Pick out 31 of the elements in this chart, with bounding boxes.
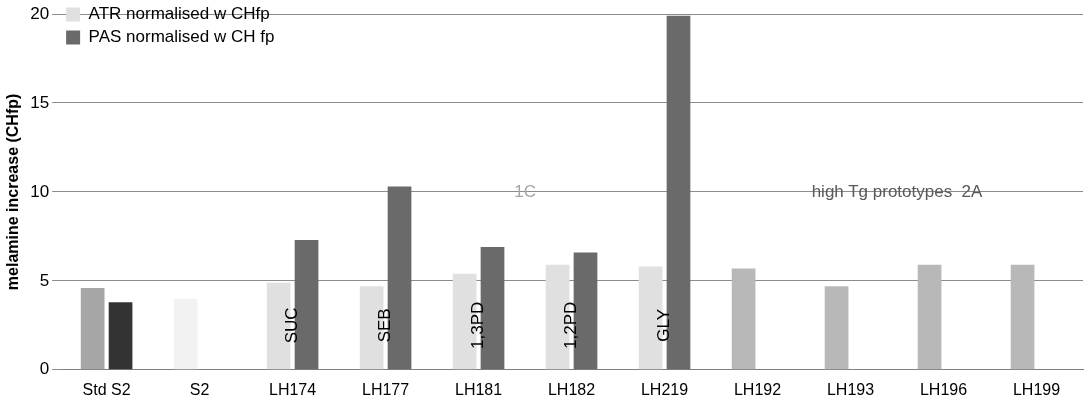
x-tick-label: LH182 — [547, 380, 596, 398]
x-tick-label: LH219 — [640, 380, 689, 398]
y-axis-title: melamine increase (CHfp) — [4, 93, 22, 291]
annotation: 1,3PD — [468, 301, 488, 349]
bar — [731, 268, 756, 370]
x-tick-label: LH193 — [826, 380, 875, 398]
bar — [917, 264, 942, 370]
bar — [824, 286, 849, 370]
annotation: 1,2PD — [561, 301, 581, 349]
annotation: GLY — [654, 308, 674, 342]
x-tick-label: LH174 — [269, 380, 317, 398]
y-tick-label: 15 — [30, 92, 50, 112]
x-tick-label: Std S2 — [82, 380, 131, 398]
bar — [80, 287, 105, 370]
bar — [108, 302, 133, 370]
annotation: SEB — [375, 308, 395, 343]
legend-label: ATR normalised w CHfp — [88, 4, 270, 24]
bar — [1010, 264, 1035, 370]
y-tick-label: 0 — [39, 359, 50, 379]
y-tick-label: 5 — [39, 270, 50, 290]
x-tick-label: S2 — [189, 380, 210, 398]
x-tick-label: LH192 — [733, 380, 782, 398]
x-tick-label: LH199 — [1012, 380, 1061, 398]
x-tick-label: LH177 — [362, 380, 410, 398]
x-tick-label: LH181 — [454, 380, 503, 398]
bar — [173, 298, 198, 370]
annotation: SUC — [282, 307, 302, 344]
y-tick-label: 20 — [30, 3, 50, 23]
legend-label: PAS normalised w CH fp — [88, 27, 275, 47]
x-tick-label: LH196 — [919, 380, 968, 398]
y-tick-label: 10 — [30, 181, 50, 201]
